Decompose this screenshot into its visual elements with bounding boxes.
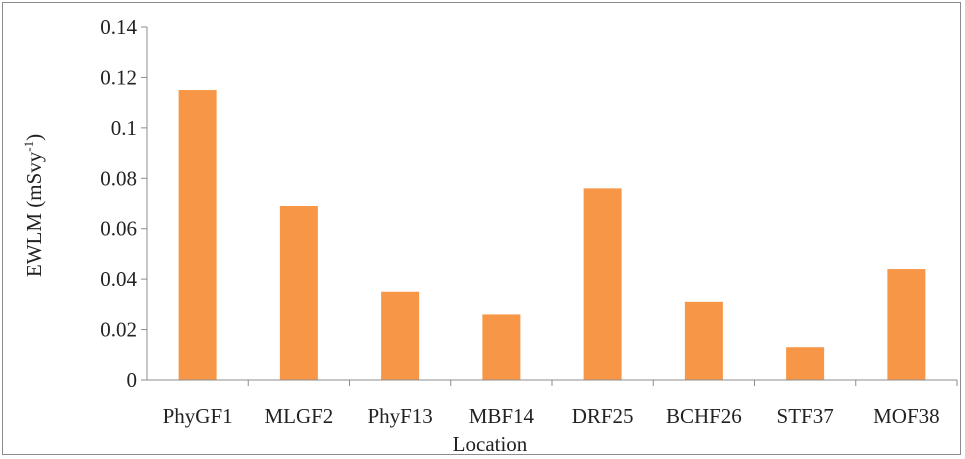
bars-group [178,90,926,381]
y-axis-title-base: EWLM (mSvy [22,151,46,277]
y-tick-label: 0.06 [100,217,137,241]
y-tick-label: 0.14 [100,15,137,39]
x-category-label: PhyGF1 [163,404,233,428]
x-category-label: PhyF13 [367,404,432,428]
bar-phyf13 [381,291,420,380]
bar-mof38 [887,269,926,380]
bar-phygf1 [178,90,217,381]
x-category-label: BCHF26 [666,404,742,428]
y-axis-ticks: 0 0.02 0.04 0.06 0.08 0.1 0.12 0.14 [100,15,147,392]
y-tick-label: 0 [127,368,138,392]
y-tick-label: 0.1 [111,116,137,140]
y-tick-label: 0.02 [100,318,137,342]
x-category-label: DRF25 [572,404,634,428]
bar-bchf26 [684,301,723,380]
y-tick-label: 0.04 [100,267,137,291]
bar-mlgf2 [279,206,318,380]
y-axis-title-superscript: -1 [21,141,36,152]
x-category-label: MBF14 [469,404,535,428]
x-axis-categories: PhyGF1 MLGF2 PhyF13 MBF14 DRF25 BCHF26 STF37 MO… [163,380,958,428]
x-category-label: MOF38 [873,404,940,428]
bar-drf25 [583,188,622,380]
bar-mbf14 [482,314,521,380]
y-axis-title: EWLM (mSvy-1) [21,134,46,277]
y-axis-title-tail: ) [22,134,46,141]
y-tick-label: 0.08 [100,166,137,190]
x-category-label: MLGF2 [264,404,333,428]
x-category-label: STF37 [777,404,834,428]
bar-chart: 0 0.02 0.04 0.06 0.08 0.1 0.12 0.14 PhyGF1 MLGF2… [21,15,958,456]
x-axis-title: Location [453,432,528,456]
y-tick-label: 0.12 [100,65,137,89]
bar-stf37 [786,347,825,380]
